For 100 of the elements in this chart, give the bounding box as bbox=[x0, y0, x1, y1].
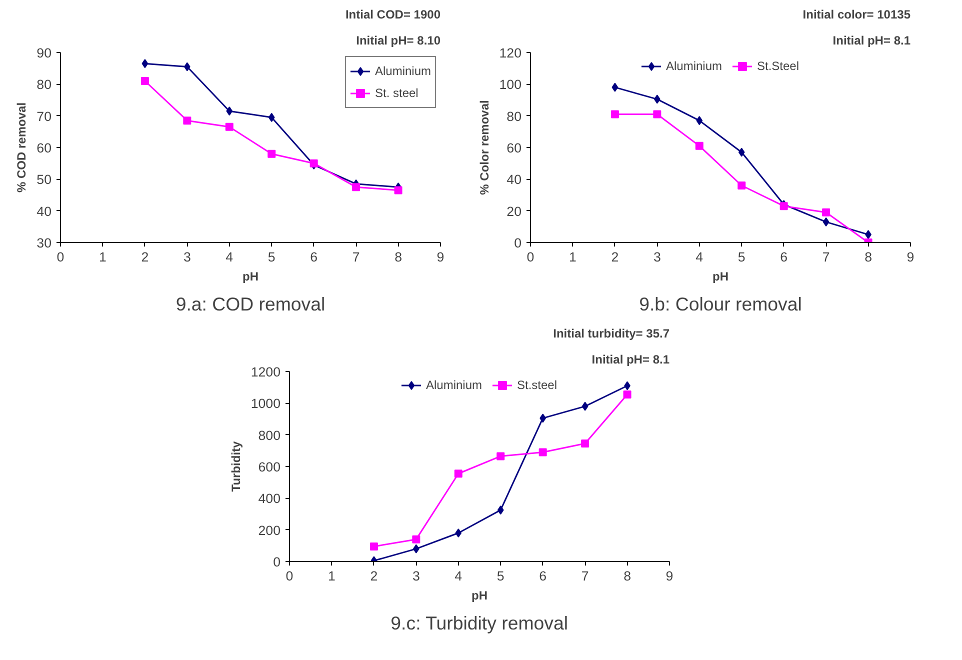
x-tick-label: 6 bbox=[310, 250, 318, 264]
point bbox=[738, 182, 746, 190]
x-tick-label: 1 bbox=[328, 568, 336, 584]
x-tick-label: 7 bbox=[352, 250, 360, 264]
y-tick-label: 40 bbox=[506, 172, 522, 188]
x-tick-label: 2 bbox=[141, 250, 149, 264]
y-tick-label: 800 bbox=[258, 428, 281, 443]
x-tick-label: 8 bbox=[624, 568, 631, 584]
x-axis-title: pH bbox=[712, 270, 728, 284]
y-tick-label: 400 bbox=[258, 491, 281, 506]
point bbox=[454, 470, 462, 478]
point bbox=[822, 217, 830, 226]
x-tick-label: 6 bbox=[780, 250, 788, 264]
point bbox=[183, 116, 192, 125]
point bbox=[612, 82, 618, 92]
x-tick-label: 7 bbox=[581, 568, 589, 584]
y-axis-title: % Color removal bbox=[477, 100, 492, 195]
y-axis-title: % COD removal bbox=[14, 102, 29, 193]
point bbox=[140, 77, 149, 85]
x-tick-label: 3 bbox=[653, 250, 661, 264]
x-tick-label: 3 bbox=[183, 250, 191, 264]
point bbox=[610, 110, 619, 118]
y-tick-label: 120 bbox=[499, 46, 522, 60]
legend-label: St. steel bbox=[374, 86, 418, 100]
y-tick-label: 60 bbox=[36, 140, 52, 156]
text: Intial COD= 1900 bbox=[345, 8, 441, 22]
legend-label: Aluminium bbox=[426, 378, 482, 392]
x-tick-label: 4 bbox=[454, 568, 463, 584]
x-tick-label: 8 bbox=[864, 250, 872, 264]
x-tick-label: 6 bbox=[539, 568, 547, 584]
y-tick-label: 1000 bbox=[250, 396, 281, 412]
y-tick-label: 20 bbox=[506, 204, 522, 219]
x-tick-label: 0 bbox=[286, 568, 294, 584]
y-tick-label: 30 bbox=[36, 236, 52, 250]
x-tick-label: 4 bbox=[696, 250, 704, 264]
y-tick-label: 200 bbox=[258, 522, 281, 538]
y-tick-label: 600 bbox=[258, 460, 281, 474]
text: Initial pH= 8.1 bbox=[592, 352, 670, 366]
text: 9.b: Colour removal bbox=[639, 294, 802, 314]
x-tick-label: 1 bbox=[99, 250, 106, 264]
x-tick-label: 9 bbox=[436, 250, 444, 264]
y-tick-label: 50 bbox=[36, 172, 52, 188]
point bbox=[696, 116, 703, 126]
point bbox=[623, 390, 632, 398]
text: 9.c: Turbidity removal bbox=[390, 612, 568, 634]
point bbox=[581, 440, 590, 448]
y-tick-label: 70 bbox=[36, 108, 52, 124]
y-tick-label: 90 bbox=[36, 46, 52, 60]
x-tick-label: 7 bbox=[822, 250, 830, 264]
point bbox=[497, 506, 504, 515]
legend-label: St.Steel bbox=[756, 59, 800, 73]
x-tick-label: 9 bbox=[666, 568, 674, 584]
point bbox=[370, 542, 378, 550]
y-tick-label: 60 bbox=[506, 140, 522, 156]
x-tick-label: 0 bbox=[526, 250, 534, 264]
text: Initial color= 10135 bbox=[802, 8, 911, 22]
text: Initial pH= 8.10 bbox=[356, 34, 441, 48]
x-axis-title: pH bbox=[242, 270, 258, 284]
legend-label: Aluminium bbox=[374, 64, 431, 78]
point bbox=[653, 110, 662, 118]
y-tick-label: 80 bbox=[506, 108, 522, 124]
x-tick-label: 9 bbox=[906, 250, 914, 264]
x-tick-label: 5 bbox=[268, 250, 276, 264]
x-tick-label: 4 bbox=[226, 250, 234, 264]
point bbox=[695, 142, 704, 150]
x-tick-label: 8 bbox=[394, 250, 402, 264]
point bbox=[268, 150, 276, 158]
y-axis-title: Turbidity bbox=[228, 440, 243, 492]
y-tick-label: 1200 bbox=[250, 364, 281, 380]
point bbox=[496, 452, 505, 460]
x-tick-label: 5 bbox=[738, 250, 746, 264]
point bbox=[352, 183, 360, 192]
x-tick-label: 1 bbox=[569, 250, 576, 264]
point bbox=[142, 59, 148, 68]
y-tick-label: 80 bbox=[36, 77, 52, 92]
y-tick-label: 40 bbox=[36, 204, 52, 219]
point bbox=[412, 535, 420, 544]
legend-label: Aluminium bbox=[666, 59, 722, 73]
text: Initial turbidity= 35.7 bbox=[553, 326, 670, 340]
point bbox=[738, 148, 745, 157]
x-axis-title: pH bbox=[472, 588, 488, 602]
point bbox=[822, 208, 830, 216]
point bbox=[582, 402, 588, 411]
point bbox=[394, 186, 402, 194]
y-tick-label: 0 bbox=[514, 236, 522, 250]
x-tick-label: 3 bbox=[412, 568, 420, 584]
point bbox=[268, 112, 275, 122]
point bbox=[538, 448, 547, 456]
legend-label: St.steel bbox=[516, 378, 558, 392]
point bbox=[455, 528, 462, 538]
point bbox=[226, 106, 233, 116]
text: Initial pH= 8.1 bbox=[832, 34, 911, 48]
text: 9.a: COD removal bbox=[176, 294, 326, 314]
x-tick-label: 0 bbox=[56, 250, 64, 264]
y-tick-label: 100 bbox=[499, 77, 522, 92]
x-tick-label: 2 bbox=[370, 568, 378, 584]
x-tick-label: 5 bbox=[496, 568, 504, 584]
point bbox=[225, 122, 234, 131]
x-tick-label: 2 bbox=[611, 250, 619, 264]
y-tick-label: 0 bbox=[273, 554, 281, 570]
